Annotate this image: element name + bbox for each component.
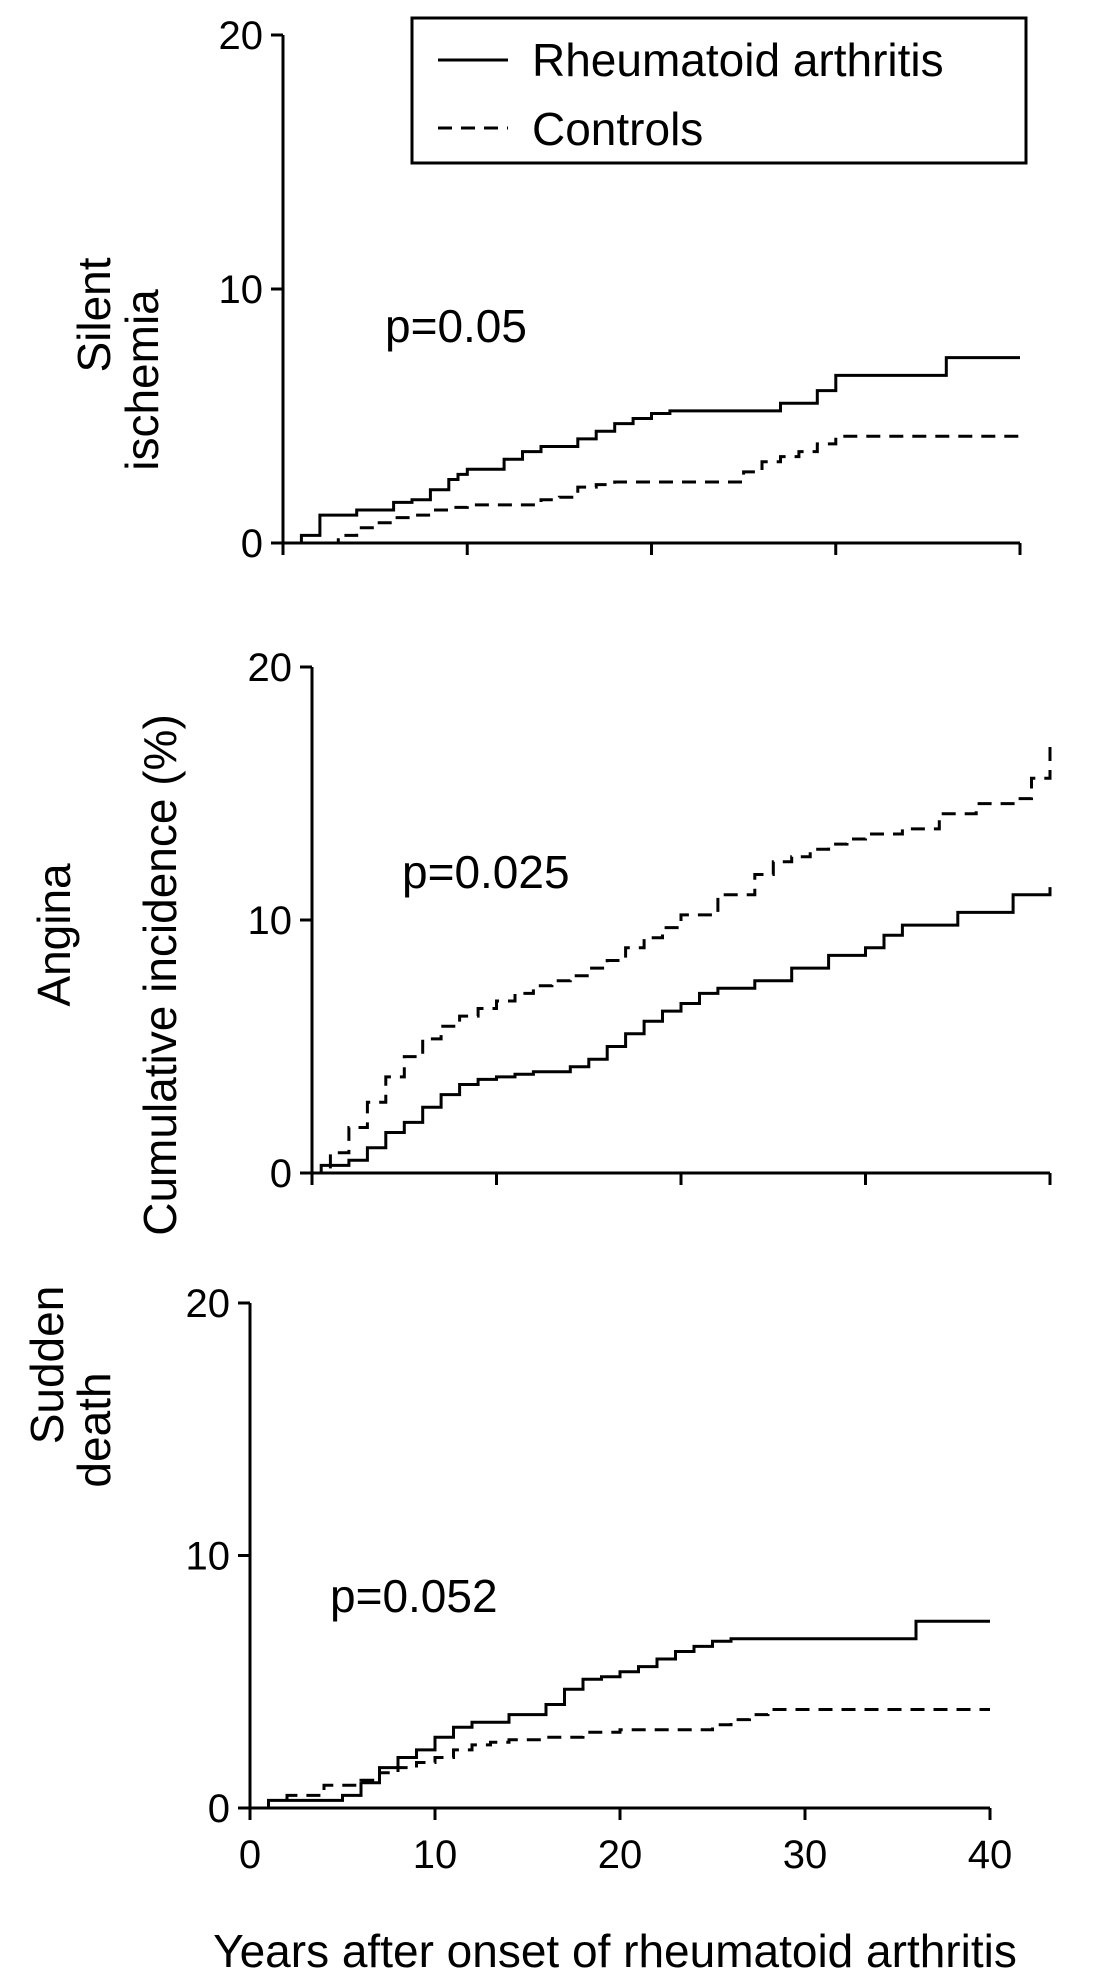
series-line-rheumatoid-arthritis xyxy=(312,887,1052,1175)
x-tick-label: 40 xyxy=(968,1833,1013,1877)
p-value-annotation: p=0.052 xyxy=(330,1570,498,1622)
shared-x-axis-title: Years after onset of rheumatoid arthriti… xyxy=(213,1925,1017,1977)
x-tick-label: 20 xyxy=(598,1833,643,1877)
p-value-annotation: p=0.05 xyxy=(385,300,527,352)
y-tick-label: 20 xyxy=(186,1282,231,1326)
legend-label-rheumatoid-arthritis: Rheumatoid arthritis xyxy=(532,34,944,86)
legend-label-controls: Controls xyxy=(532,103,703,155)
series-line-controls xyxy=(312,745,1052,1175)
y-tick-label: 20 xyxy=(219,14,264,58)
panel-label-line: Silent xyxy=(68,257,120,372)
series-line-rheumatoid-arthritis xyxy=(250,1619,990,1810)
y-tick-label: 0 xyxy=(270,1152,292,1196)
x-tick-label: 0 xyxy=(239,1833,261,1877)
shared-y-axis-title: Cumulative incidence (%) xyxy=(134,714,186,1236)
y-tick-label: 0 xyxy=(208,1787,230,1831)
y-tick-label: 10 xyxy=(186,1535,231,1579)
y-tick-label: 10 xyxy=(248,899,293,943)
x-tick-label: 30 xyxy=(783,1833,828,1877)
legend-box xyxy=(410,16,1028,165)
p-value-annotation: p=0.025 xyxy=(402,846,570,898)
panel-2: 0 10 20 Angina p=0.025 xyxy=(28,646,1052,1196)
panel-label-line: death xyxy=(68,1372,120,1487)
panel-label-line: ischemia xyxy=(116,289,168,471)
y-tick-label: 0 xyxy=(241,522,263,566)
panel-label-line: Angina xyxy=(28,863,80,1007)
x-tick-label: 10 xyxy=(413,1833,458,1877)
series-line-rheumatoid-arthritis xyxy=(283,356,1020,545)
panel-label-line: Sudden xyxy=(21,1286,73,1445)
series-line-controls xyxy=(283,434,1020,545)
y-tick-label: 10 xyxy=(219,268,264,312)
legend: Rheumatoid arthritis Controls xyxy=(410,16,1028,165)
y-tick-label: 20 xyxy=(248,646,293,690)
